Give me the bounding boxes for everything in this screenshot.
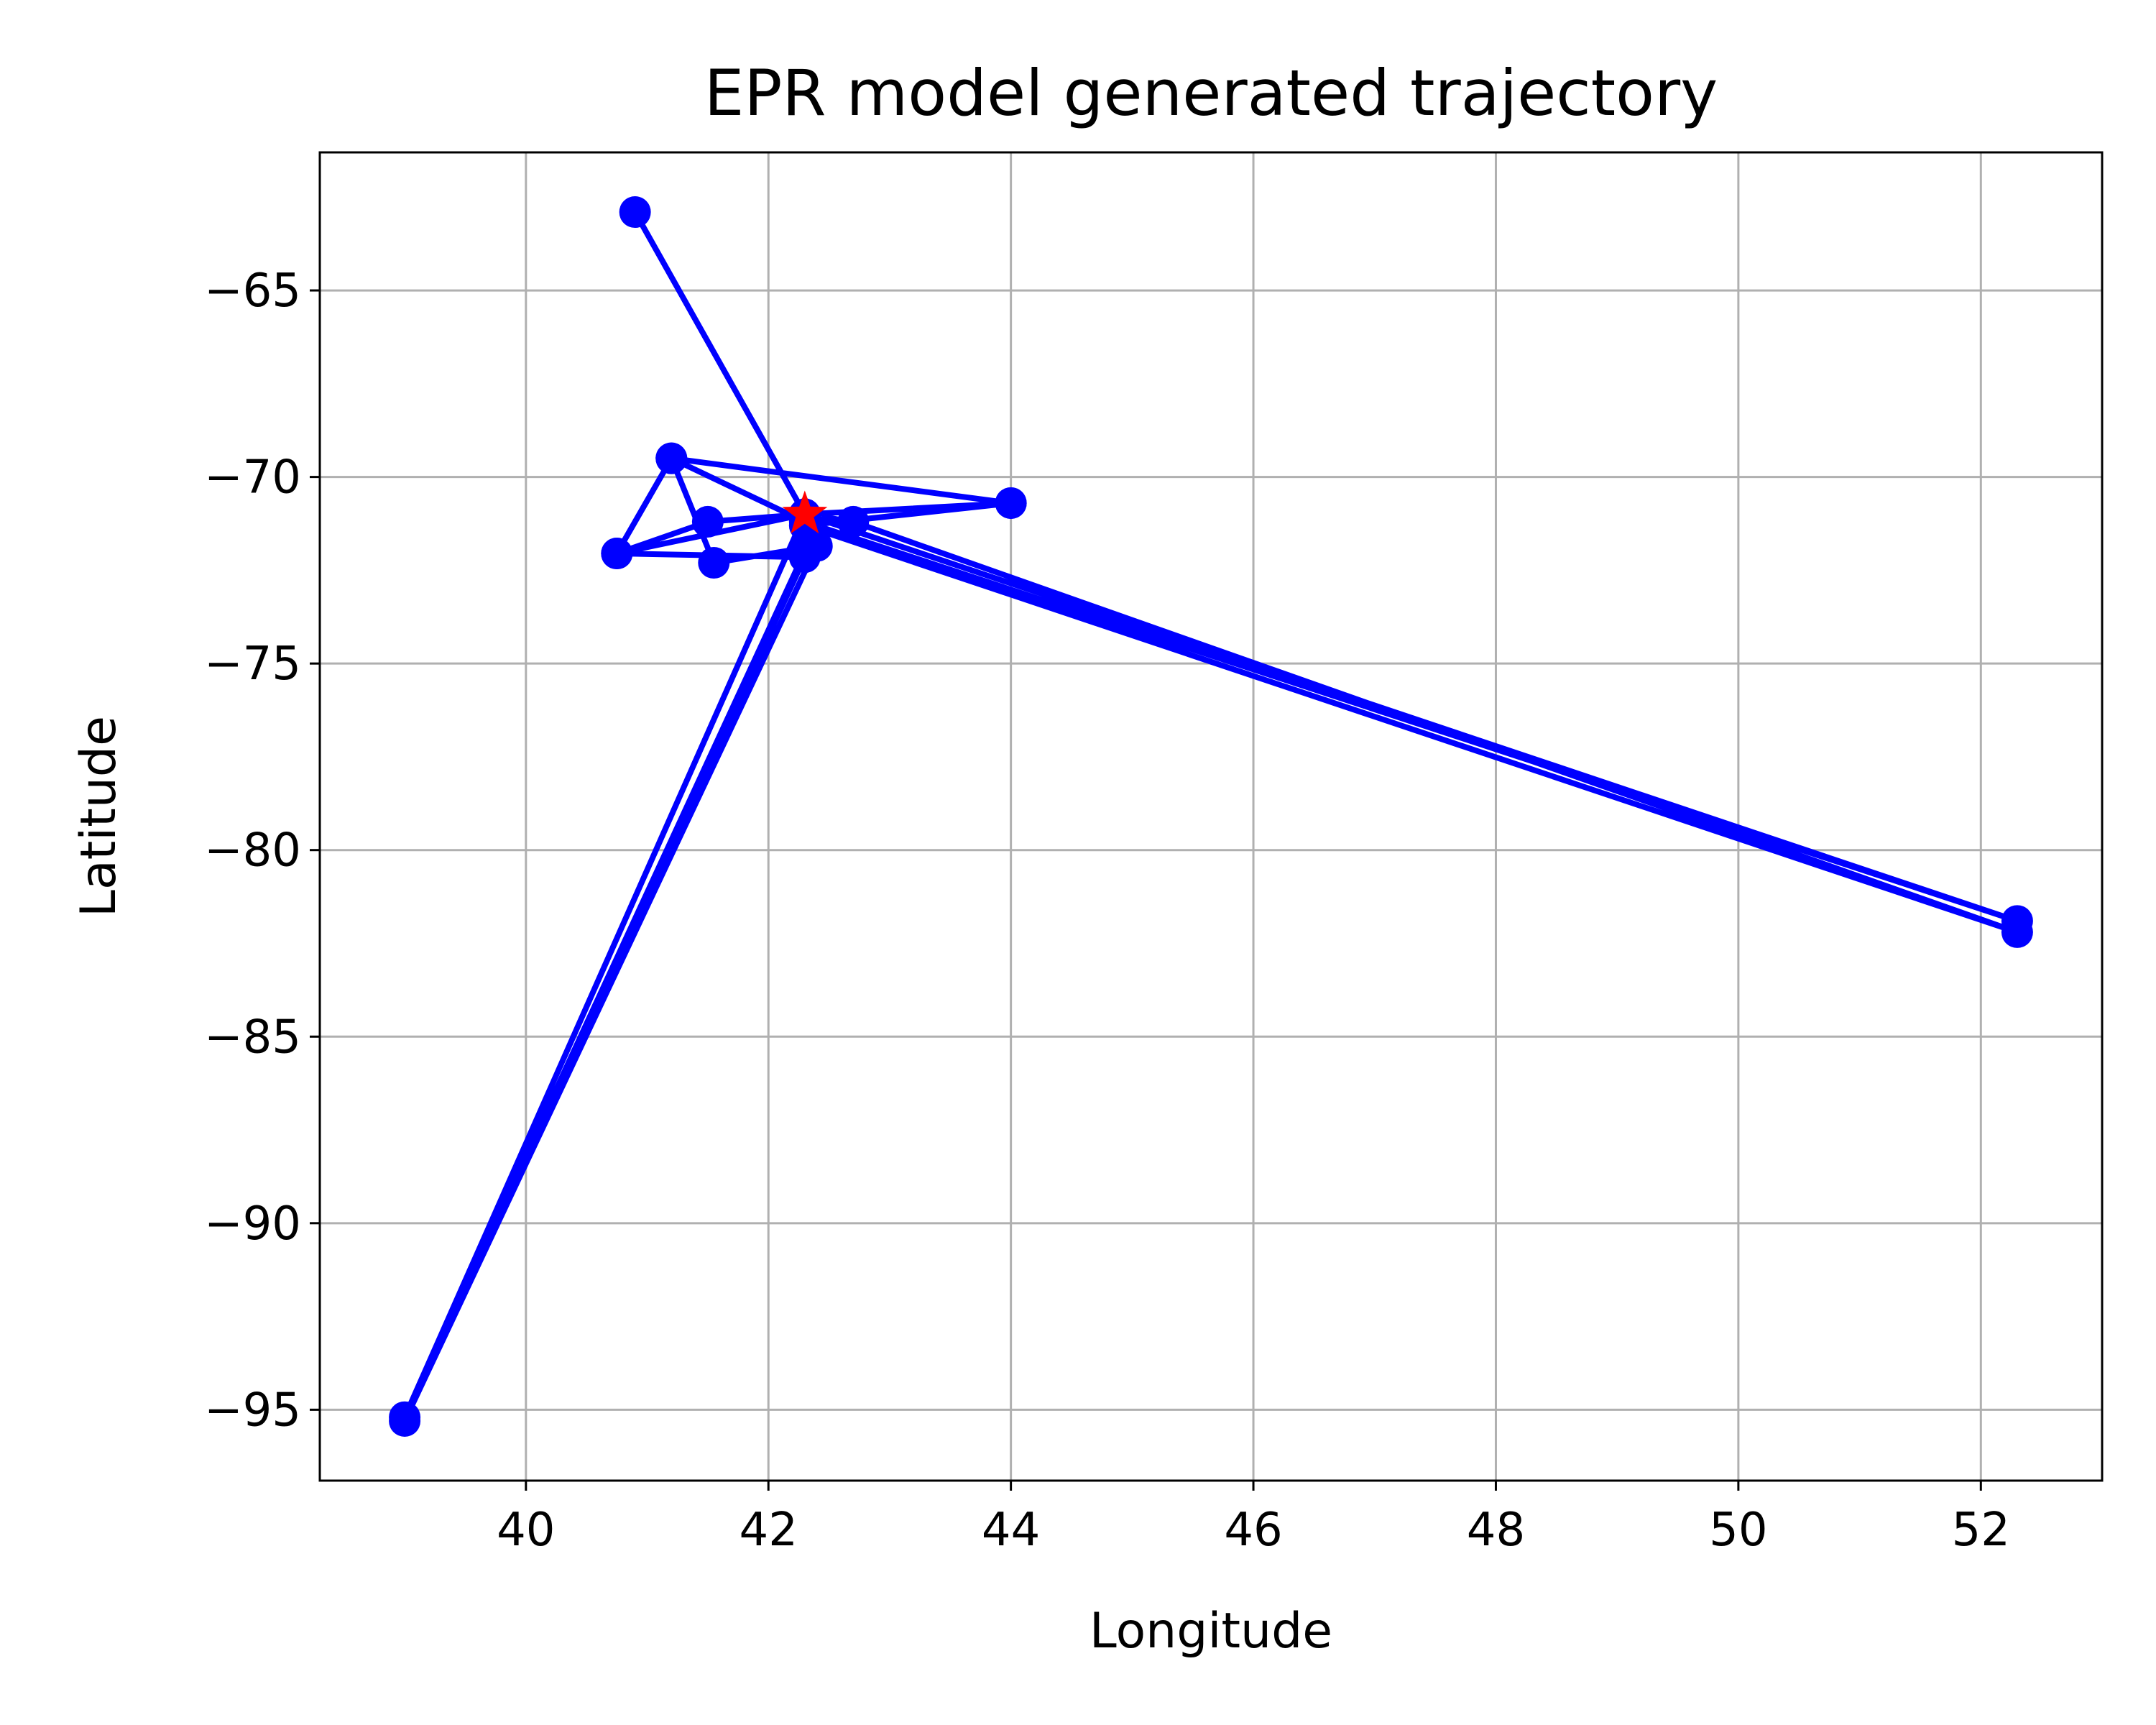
x-tick-label: 46 [1224,1504,1282,1557]
trajectory-point [698,547,730,579]
y-tick-label: −95 [204,1384,301,1437]
trajectory-point [837,505,870,538]
y-tick-label: −90 [204,1197,301,1251]
trajectory-point [788,535,821,568]
x-tick-label: 48 [1467,1504,1525,1557]
y-tick-label: −80 [204,824,301,878]
x-axis-label: Longitude [1089,1603,1332,1660]
x-tick-label: 40 [497,1504,555,1557]
trajectory-point [601,538,633,570]
trajectory-point [691,505,724,538]
axis-ticks: 40 42 44 46 48 50 52 −95 −90 −85 −80 −75 −70 −65 [204,264,2010,1557]
y-tick-label: −85 [204,1011,301,1064]
grid-lines [320,152,2102,1481]
trajectory-line [402,209,2020,1424]
plot-frame [318,151,2104,1482]
trajectory-point [2001,916,2033,948]
y-axis-label: Latitude [70,716,127,917]
y-tick-label: −70 [204,451,301,505]
chart-title: EPR model generated trajectory [704,56,1718,130]
trajectory-point [389,1401,421,1433]
trajectory-series [389,196,2033,1437]
x-tick-label: 52 [1952,1504,2010,1557]
trajectory-point [995,487,1027,519]
y-tick-label: −75 [204,638,301,691]
x-tick-label: 44 [982,1504,1040,1557]
start-star-marker [782,490,828,534]
x-tick-label: 42 [739,1504,797,1557]
trajectory-point [619,196,651,229]
trajectory-point [655,442,688,474]
y-tick-label: −65 [204,264,301,318]
x-tick-label: 50 [1709,1504,1767,1557]
